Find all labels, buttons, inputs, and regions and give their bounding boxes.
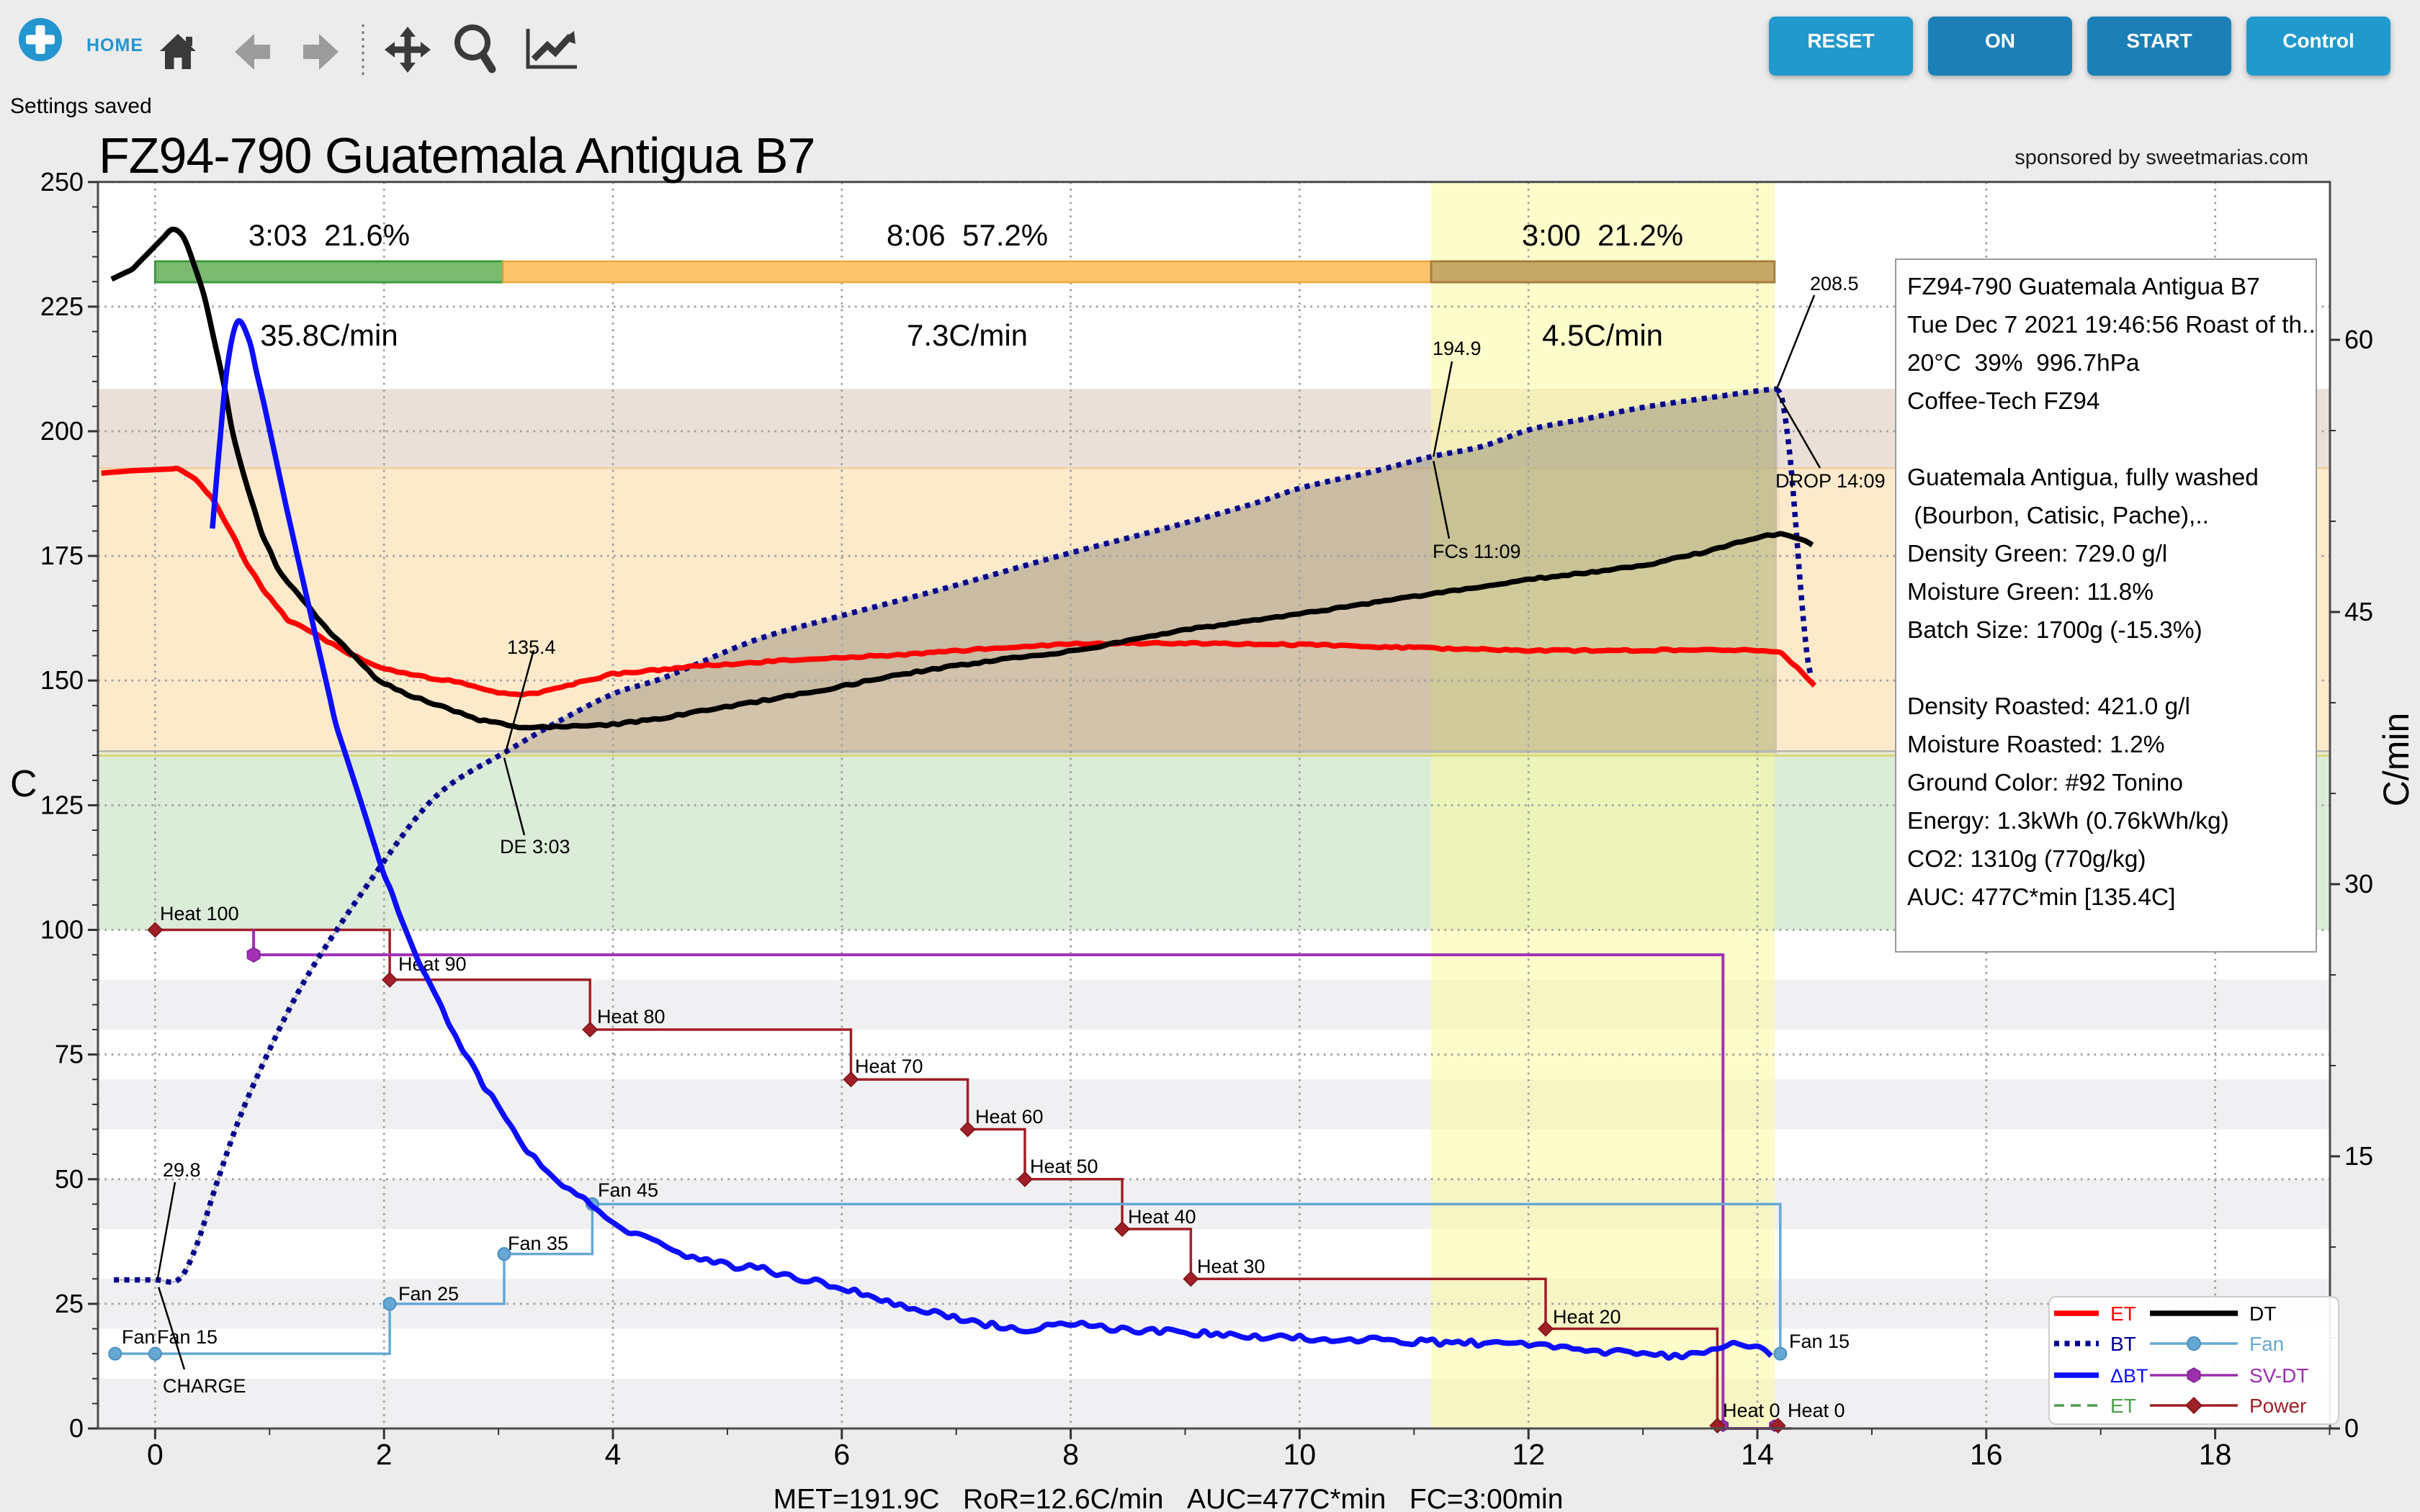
svg-text:Heat 80: Heat 80 bbox=[597, 1006, 666, 1027]
svg-text:DT: DT bbox=[2249, 1302, 2276, 1325]
svg-text:3:00 21.2%: 3:00 21.2% bbox=[1522, 218, 1683, 252]
svg-text:ET: ET bbox=[2110, 1395, 2136, 1417]
svg-text:Fan 35: Fan 35 bbox=[508, 1233, 568, 1254]
svg-text:CHARGE: CHARGE bbox=[163, 1375, 246, 1397]
svg-text:FCs 11:09: FCs 11:09 bbox=[1433, 541, 1521, 562]
svg-text:175: 175 bbox=[40, 541, 84, 570]
svg-text:DROP 14:09: DROP 14:09 bbox=[1775, 470, 1886, 492]
svg-text:4.5C/min: 4.5C/min bbox=[1542, 318, 1663, 352]
svg-text:29.8: 29.8 bbox=[163, 1159, 201, 1181]
svg-text:100: 100 bbox=[40, 915, 84, 945]
svg-text:250: 250 bbox=[40, 167, 84, 197]
svg-text:10: 10 bbox=[1283, 1438, 1317, 1471]
svg-text:15: 15 bbox=[2344, 1141, 2373, 1171]
svg-text:CO2: 1310g (770g/kg): CO2: 1310g (770g/kg) bbox=[1907, 846, 2146, 873]
svg-text:ET: ET bbox=[2110, 1302, 2136, 1325]
svg-text:0: 0 bbox=[2344, 1413, 2359, 1443]
svg-text:0: 0 bbox=[69, 1413, 84, 1443]
svg-text:FZ94-790 Guatemala Antigua B7: FZ94-790 Guatemala Antigua B7 bbox=[1907, 274, 2260, 300]
svg-text:Control: Control bbox=[2282, 30, 2354, 52]
svg-text:75: 75 bbox=[55, 1040, 84, 1069]
svg-text:MET=191.9C RoR=12.6C/min A: MET=191.9C RoR=12.6C/min AUC=477C*min FC… bbox=[774, 1484, 1564, 1512]
svg-text:Heat 70: Heat 70 bbox=[855, 1056, 923, 1077]
svg-text:Heat 90: Heat 90 bbox=[398, 953, 467, 975]
svg-text:8: 8 bbox=[1062, 1438, 1079, 1471]
svg-text:(Bourbon, Catisic, Pache),..: (Bourbon, Catisic, Pache),.. bbox=[1907, 503, 2209, 529]
svg-text:Fan 25: Fan 25 bbox=[398, 1283, 459, 1305]
svg-text:Heat 100: Heat 100 bbox=[160, 903, 239, 924]
svg-text:194.9: 194.9 bbox=[1433, 338, 1482, 359]
svg-text:18: 18 bbox=[2199, 1438, 2232, 1471]
svg-text:2: 2 bbox=[376, 1438, 393, 1471]
svg-text:START: START bbox=[2126, 30, 2192, 52]
svg-text:Moisture Green: 11.8%: Moisture Green: 11.8% bbox=[1907, 579, 2154, 606]
svg-text:Tue Dec 7 2021 19:46:56 Roast: Tue Dec 7 2021 19:46:56 Roast of th.. bbox=[1907, 312, 2316, 338]
svg-text:Heat 30: Heat 30 bbox=[1197, 1256, 1265, 1277]
svg-text:30: 30 bbox=[2344, 869, 2373, 899]
svg-text:DE 3:03: DE 3:03 bbox=[500, 836, 570, 858]
svg-text:C/min: C/min bbox=[2376, 713, 2416, 807]
svg-text:0: 0 bbox=[147, 1438, 163, 1471]
svg-text:ΔBT: ΔBT bbox=[2110, 1365, 2148, 1387]
svg-text:FZ94-790 Guatemala Antigua B7: FZ94-790 Guatemala Antigua B7 bbox=[99, 127, 815, 184]
svg-text:35.8C/min: 35.8C/min bbox=[260, 318, 398, 352]
svg-text:Ground Color: #92 Tonino: Ground Color: #92 Tonino bbox=[1907, 770, 2183, 796]
svg-text:Settings saved: Settings saved bbox=[10, 94, 152, 118]
svg-text:Heat 40: Heat 40 bbox=[1128, 1206, 1196, 1228]
svg-text:135.4: 135.4 bbox=[507, 636, 556, 658]
svg-text:125: 125 bbox=[40, 790, 84, 819]
svg-text:Fan 15: Fan 15 bbox=[157, 1326, 218, 1348]
svg-text:6: 6 bbox=[833, 1438, 850, 1471]
svg-text:225: 225 bbox=[40, 292, 84, 321]
svg-text:Fan: Fan bbox=[122, 1326, 156, 1348]
svg-text:Guatemala Antigua, fully washe: Guatemala Antigua, fully washed bbox=[1907, 464, 2259, 491]
svg-text:BT: BT bbox=[2110, 1333, 2136, 1355]
svg-text:3:03 21.6%: 3:03 21.6% bbox=[248, 218, 410, 252]
svg-text:20°C 39% 996.7hPa: 20°C 39% 996.7hPa bbox=[1907, 350, 2140, 377]
svg-text:Fan 15: Fan 15 bbox=[1789, 1331, 1850, 1352]
svg-text:200: 200 bbox=[40, 416, 84, 446]
svg-text:12: 12 bbox=[1512, 1438, 1545, 1471]
svg-text:Power: Power bbox=[2249, 1395, 2306, 1417]
svg-text:Fan: Fan bbox=[2249, 1333, 2284, 1355]
svg-text:Energy: 1.3kWh (0.76kWh/kg): Energy: 1.3kWh (0.76kWh/kg) bbox=[1907, 808, 2229, 834]
svg-text:150: 150 bbox=[40, 665, 84, 695]
svg-text:Density Green: 729.0 g/l: Density Green: 729.0 g/l bbox=[1907, 541, 2167, 567]
svg-text:sponsored by sweetmarias.com: sponsored by sweetmarias.com bbox=[2015, 146, 2308, 169]
svg-text:25: 25 bbox=[55, 1289, 84, 1318]
svg-text:16: 16 bbox=[1970, 1438, 2003, 1471]
svg-text:Moisture Roasted: 1.2%: Moisture Roasted: 1.2% bbox=[1907, 732, 2165, 758]
svg-text:RESET: RESET bbox=[1807, 30, 1874, 52]
svg-text:Heat 50: Heat 50 bbox=[1030, 1156, 1098, 1177]
svg-text:ON: ON bbox=[1985, 30, 2015, 52]
svg-text:4: 4 bbox=[605, 1438, 622, 1471]
svg-text:C: C bbox=[10, 763, 37, 805]
svg-text:AUC: 477C*min [135.4C]: AUC: 477C*min [135.4C] bbox=[1907, 884, 2175, 911]
svg-text:Heat 20: Heat 20 bbox=[1553, 1306, 1621, 1328]
svg-text:Fan 45: Fan 45 bbox=[598, 1179, 658, 1201]
svg-text:Heat 0: Heat 0 bbox=[1788, 1400, 1845, 1421]
svg-text:Coffee-Tech FZ94: Coffee-Tech FZ94 bbox=[1907, 388, 2100, 415]
svg-text:208.5: 208.5 bbox=[1810, 273, 1859, 294]
svg-text:50: 50 bbox=[55, 1164, 84, 1194]
svg-text:SV-DT: SV-DT bbox=[2249, 1364, 2308, 1387]
svg-text:Heat 0: Heat 0 bbox=[1723, 1400, 1780, 1421]
svg-text:HOME: HOME bbox=[86, 35, 143, 55]
svg-text:Batch Size: 1700g (-15.3%): Batch Size: 1700g (-15.3%) bbox=[1907, 617, 2202, 644]
svg-text:60: 60 bbox=[2344, 325, 2373, 354]
svg-text:45: 45 bbox=[2344, 597, 2373, 626]
svg-text:7.3C/min: 7.3C/min bbox=[907, 318, 1028, 352]
svg-text:14: 14 bbox=[1741, 1438, 1774, 1471]
svg-text:8:06 57.2%: 8:06 57.2% bbox=[887, 218, 1048, 252]
svg-text:Density Roasted: 421.0 g/l: Density Roasted: 421.0 g/l bbox=[1907, 693, 2190, 720]
svg-text:Heat 60: Heat 60 bbox=[975, 1106, 1044, 1128]
